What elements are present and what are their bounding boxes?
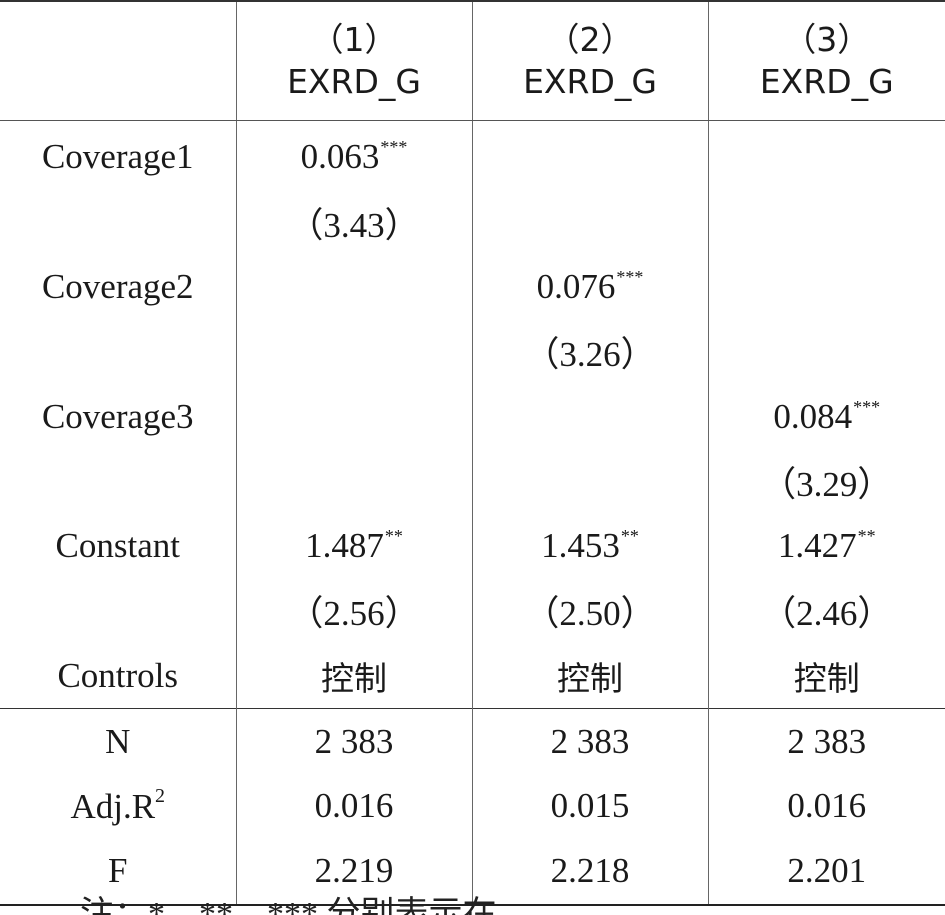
coefficient-cell: 1.453** — [472, 514, 708, 579]
table-row-coverage3: Coverage3 0.084*** — [0, 384, 945, 449]
header-model-3: （3） EXRD_G — [708, 1, 945, 121]
coefficient: 0.076 — [537, 267, 616, 306]
empty-cell — [472, 121, 708, 190]
coefficient: 0.084 — [773, 397, 852, 436]
empty-cell — [472, 449, 708, 514]
table-row-controls: Controls 控制 控制 控制 — [0, 643, 945, 708]
table-row-adj-r2: Adj.R2 0.016 0.015 0.016 — [0, 774, 945, 839]
significance-stars: ** — [621, 526, 639, 546]
empty-cell — [472, 384, 708, 449]
dependent-variable: EXRD_G — [473, 61, 708, 103]
row-label: N — [0, 709, 236, 774]
table-row-coverage1-tstat: （3.43） — [0, 190, 945, 255]
table-footnote: 注：*、**、*** 分别表示在 — [0, 895, 945, 915]
empty-cell — [708, 190, 945, 255]
table-row-coverage2-tstat: （3.26） — [0, 319, 945, 384]
significance-stars: ** — [858, 526, 876, 546]
table-row-constant-tstat: （2.56） （2.50） （2.46） — [0, 579, 945, 644]
stat-value: 2 383 — [236, 709, 472, 774]
stat-value: 0.016 — [236, 774, 472, 839]
table-row-constant: Constant 1.487** 1.453** 1.427** — [0, 514, 945, 579]
header-row: （1） EXRD_G （2） EXRD_G （3） EXRD_G — [0, 1, 945, 121]
controls-value: 控制 — [236, 643, 472, 708]
t-statistic: （3.29） — [708, 449, 945, 514]
row-label: Controls — [0, 643, 236, 708]
squared-superscript: 2 — [155, 785, 165, 807]
t-statistic: （3.26） — [472, 319, 708, 384]
row-label: Coverage3 — [0, 384, 236, 449]
t-statistic: （3.43） — [236, 190, 472, 255]
empty-cell — [236, 255, 472, 320]
model-number: （2） — [473, 19, 708, 61]
empty-cell — [0, 190, 236, 255]
coefficient: 0.063 — [301, 137, 380, 176]
adj-r-label: Adj.R — [70, 787, 155, 826]
empty-cell — [0, 579, 236, 644]
empty-cell — [708, 121, 945, 190]
controls-value: 控制 — [472, 643, 708, 708]
empty-cell — [708, 319, 945, 384]
significance-stars: *** — [380, 137, 407, 157]
empty-cell — [472, 190, 708, 255]
empty-cell — [0, 449, 236, 514]
significance-stars: ** — [385, 526, 403, 546]
row-label: Coverage2 — [0, 255, 236, 320]
empty-cell — [236, 319, 472, 384]
model-number: （3） — [709, 19, 945, 61]
stat-value: 2 383 — [472, 709, 708, 774]
empty-cell — [236, 384, 472, 449]
controls-value: 控制 — [708, 643, 945, 708]
significance-stars: *** — [853, 397, 880, 417]
dependent-variable: EXRD_G — [237, 61, 472, 103]
row-label: Coverage1 — [0, 121, 236, 190]
coefficient-cell: 1.427** — [708, 514, 945, 579]
empty-cell — [236, 449, 472, 514]
row-label: Constant — [0, 514, 236, 579]
empty-cell — [708, 255, 945, 320]
t-statistic: （2.50） — [472, 579, 708, 644]
coefficient-cell: 0.084*** — [708, 384, 945, 449]
table-row-coverage3-tstat: （3.29） — [0, 449, 945, 514]
coefficient: 1.453 — [541, 526, 620, 565]
row-label: Adj.R2 — [0, 774, 236, 839]
table-row-n: N 2 383 2 383 2 383 — [0, 709, 945, 774]
coefficient-cell: 0.063*** — [236, 121, 472, 190]
stat-value: 0.015 — [472, 774, 708, 839]
coefficient: 1.427 — [778, 526, 857, 565]
dependent-variable: EXRD_G — [709, 61, 945, 103]
coefficient-cell: 1.487** — [236, 514, 472, 579]
model-number: （1） — [237, 19, 472, 61]
significance-stars: *** — [616, 267, 643, 287]
coefficient-cell: 0.076*** — [472, 255, 708, 320]
table-row-coverage2: Coverage2 0.076*** — [0, 255, 945, 320]
t-statistic: （2.46） — [708, 579, 945, 644]
header-model-2: （2） EXRD_G — [472, 1, 708, 121]
stat-value: 2 383 — [708, 709, 945, 774]
header-stub — [0, 1, 236, 121]
coefficient: 1.487 — [305, 526, 384, 565]
empty-cell — [0, 319, 236, 384]
header-model-1: （1） EXRD_G — [236, 1, 472, 121]
table-row-coverage1: Coverage1 0.063*** — [0, 121, 945, 190]
t-statistic: （2.56） — [236, 579, 472, 644]
stat-value: 0.016 — [708, 774, 945, 839]
